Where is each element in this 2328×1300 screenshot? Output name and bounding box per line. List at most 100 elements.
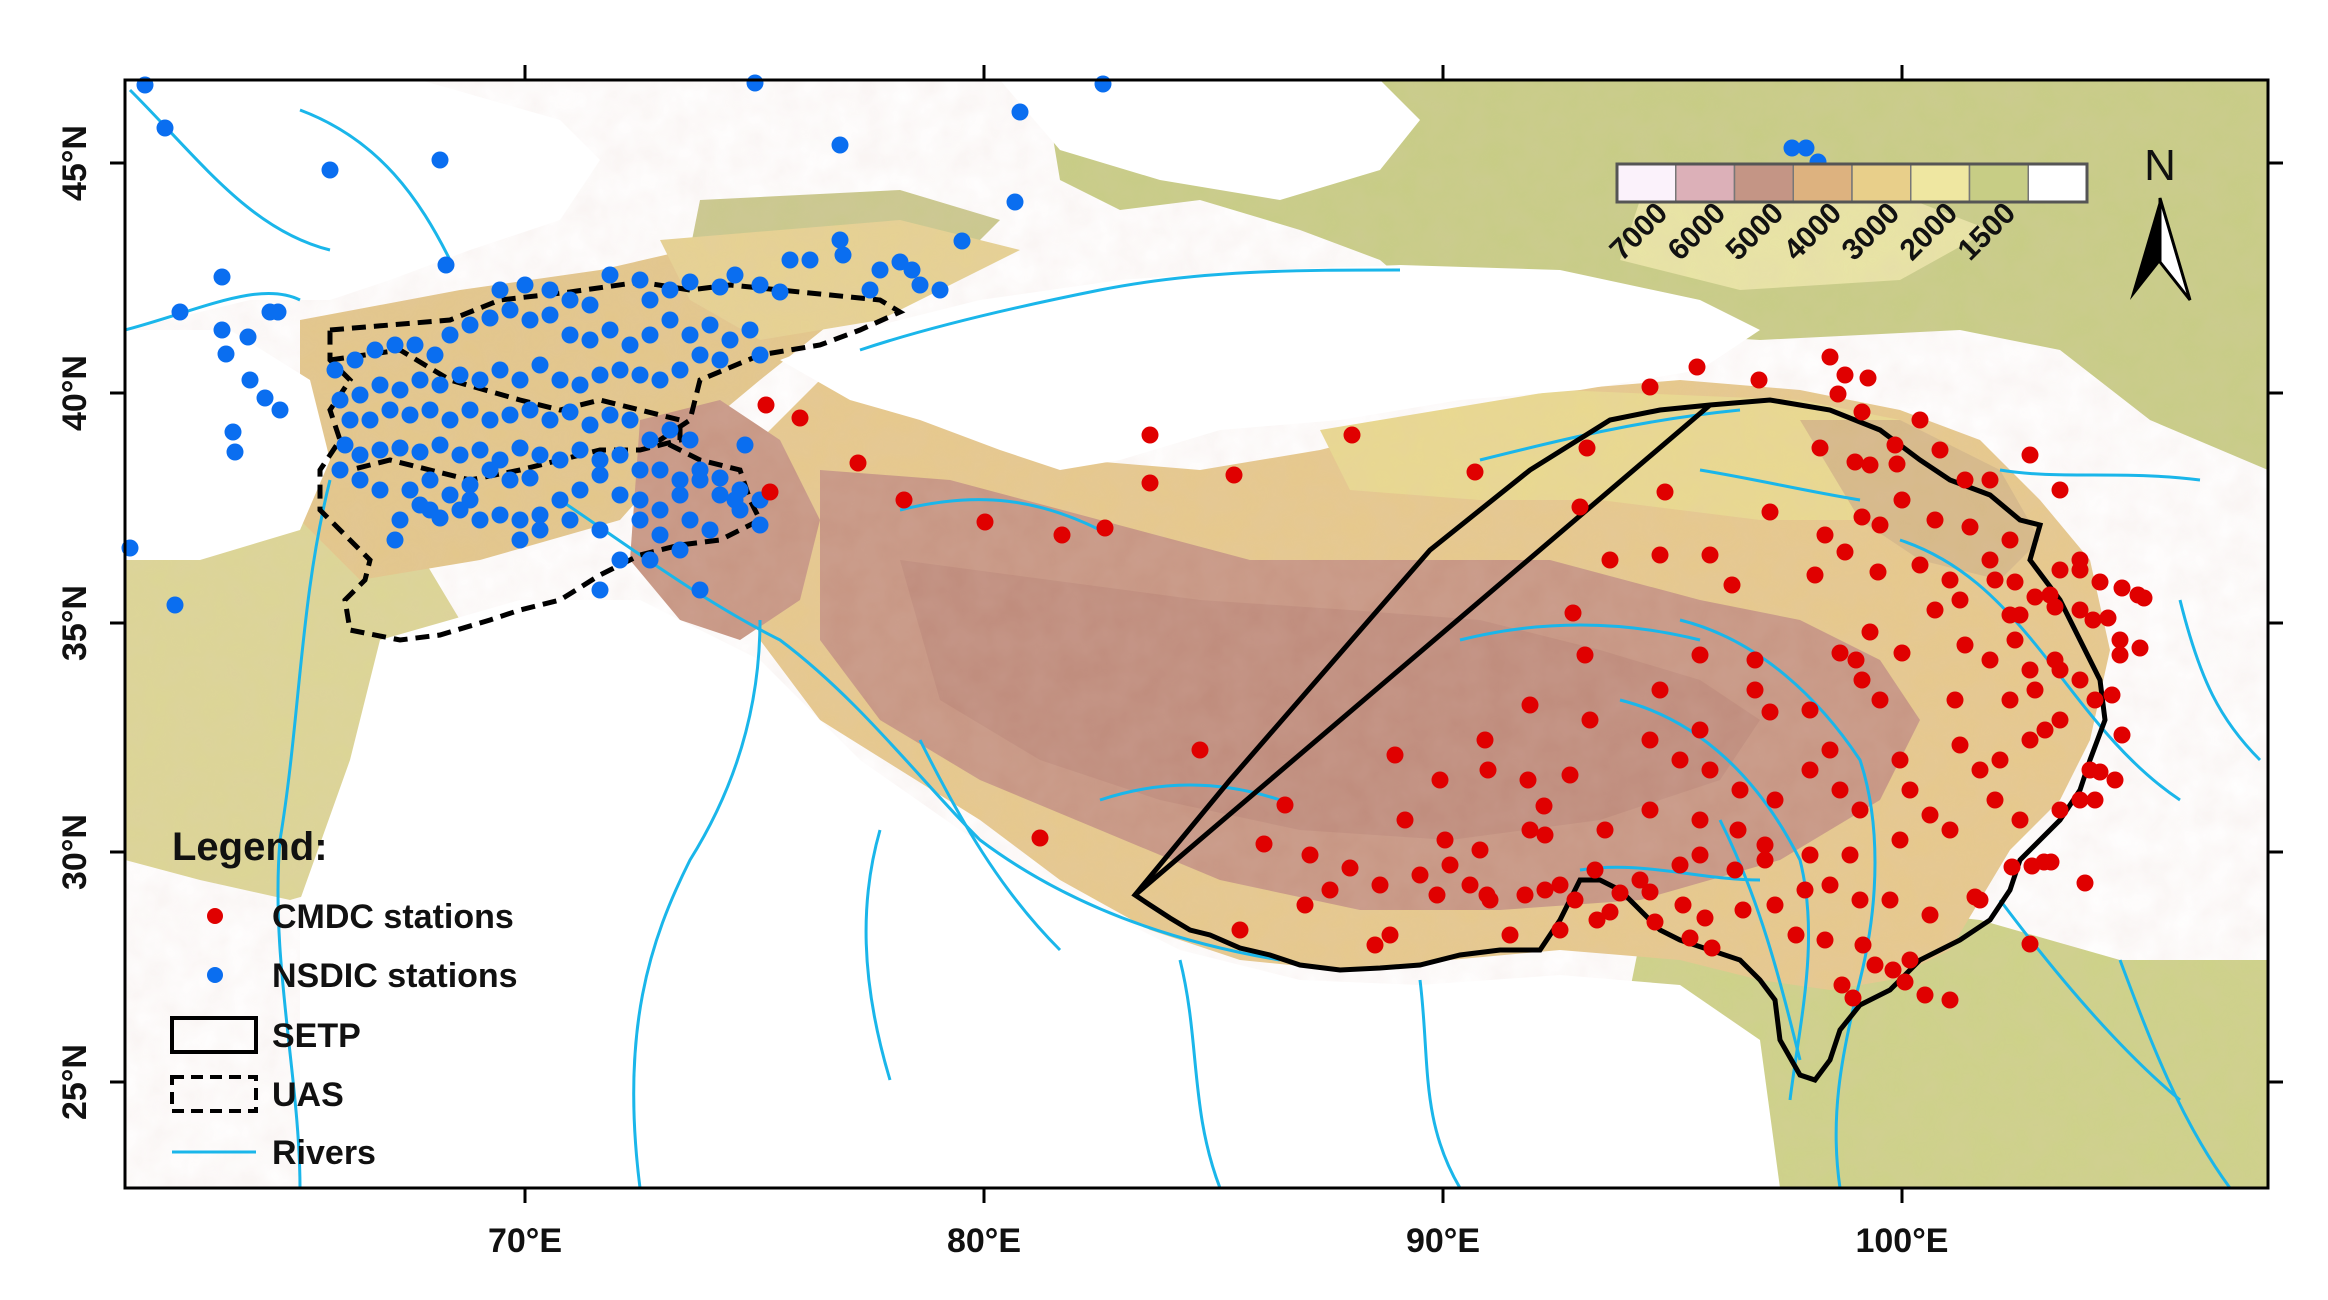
cmdc-station-marker [1571,498,1589,516]
nsdic-station-marker [271,401,289,419]
cmdc-station-marker [1971,761,1989,779]
elevation-swatch [1851,163,1912,203]
cmdc-station-marker [1946,691,1964,709]
nsdic-station-marker [561,511,579,529]
legend-nsdic-symbol [207,967,223,983]
y-tick-label-45n: 45°N [56,125,94,201]
cmdc-station-marker [1986,571,2004,589]
nsdic-station-marker [691,346,709,364]
x-tick-label-80e: 80°E [947,1222,1021,1260]
nsdic-station-marker [911,276,929,294]
nsdic-station-marker [437,256,455,274]
cmdc-station-marker [761,483,779,501]
cmdc-station-marker [1761,503,1779,521]
cmdc-station-marker [2026,588,2044,606]
cmdc-station-marker [2111,631,2129,649]
cmdc-station-marker [1801,701,1819,719]
cmdc-station-marker [1521,821,1539,839]
cmdc-station-marker [1796,881,1814,899]
y-tick-label-25n: 25°N [56,1044,94,1120]
nsdic-stations [121,74,1827,614]
cmdc-station-marker [1853,508,1871,526]
nsdic-station-marker [366,341,384,359]
cmdc-station-marker [1816,931,1834,949]
cmdc-station-marker [1956,636,1974,654]
nsdic-station-marker [461,476,479,494]
elevation-swatch [1733,163,1794,203]
cmdc-station-marker [1386,746,1404,764]
cmdc-station-marker [2036,721,2054,739]
cmdc-station-marker [1971,891,1989,909]
cmdc-station-marker [2011,811,2029,829]
nsdic-station-marker [541,306,559,324]
cmdc-station-marker [1701,546,1719,564]
elevation-swatch [1910,163,1971,203]
cmdc-station-marker [1535,797,1553,815]
nsdic-station-marker [226,443,244,461]
nsdic-station-marker [621,336,639,354]
nsdic-station-marker [481,309,499,327]
cmdc-station-marker [1656,483,1674,501]
nsdic-station-marker [511,371,529,389]
cmdc-station-marker [1734,901,1752,919]
cmdc-station-marker [2021,731,2039,749]
cmdc-station-marker [1853,671,1871,689]
nsdic-station-marker [751,276,769,294]
cmdc-station-marker [1301,846,1319,864]
nsdic-station-marker [239,328,257,346]
nsdic-station-marker [834,246,852,264]
nsdic-station-marker [331,391,349,409]
elevation-swatch [2027,163,2088,203]
cmdc-station-marker [1941,991,1959,1009]
cmdc-station-marker [1821,741,1839,759]
cmdc-station-marker [1801,761,1819,779]
nsdic-station-marker [241,371,259,389]
cmdc-station-marker [1851,891,1869,909]
cmdc-station-marker [2131,639,2149,657]
nsdic-station-marker [671,486,689,504]
cmdc-station-marker [1931,441,1949,459]
cmdc-station-marker [2051,711,2069,729]
cmdc-station-marker [1479,761,1497,779]
nsdic-station-marker [661,421,679,439]
nsdic-station-marker [421,471,439,489]
nsdic-station-marker [471,371,489,389]
cmdc-station-marker [1921,806,1939,824]
cmdc-station-marker [1811,439,1829,457]
nsdic-station-marker [431,151,449,169]
cmdc-station-marker [1691,846,1709,864]
cmdc-station-marker [1871,516,1889,534]
cmdc-station-marker [2021,446,2039,464]
nsdic-station-marker [651,461,669,479]
cmdc-station-marker [1428,886,1446,904]
cmdc-station-marker [1674,896,1692,914]
nsdic-station-marker [611,446,629,464]
legend-cmdc-symbol [207,908,223,924]
y-tick-label-30n: 30°N [56,814,94,890]
cmdc-station-marker [1366,936,1384,954]
cmdc-station-marker [2135,589,2153,607]
cmdc-station-marker [1466,463,1484,481]
nsdic-station-marker [461,491,479,509]
nsdic-station-marker [531,356,549,374]
nsdic-station-marker [571,481,589,499]
nsdic-station-marker [1783,139,1801,157]
nsdic-station-marker [471,511,489,529]
nsdic-station-marker [386,336,404,354]
nsdic-station-marker [541,281,559,299]
cmdc-station-marker [2103,686,2121,704]
legend-title: Legend: [172,825,328,869]
legend-uas-symbol [170,1075,258,1113]
nsdic-station-marker [681,431,699,449]
nsdic-station-marker [521,311,539,329]
nsdic-station-marker [661,311,679,329]
nsdic-station-marker [751,346,769,364]
cmdc-station-marker [1691,721,1709,739]
nsdic-station-marker [531,506,549,524]
y-tick-label-40n: 40°N [56,355,94,431]
cmdc-station-marker [1478,886,1496,904]
cmdc-station-marker [1641,378,1659,396]
nsdic-station-marker [903,261,921,279]
legend-cmdc-label: CMDC stations [272,898,514,936]
nsdic-station-marker [681,273,699,291]
